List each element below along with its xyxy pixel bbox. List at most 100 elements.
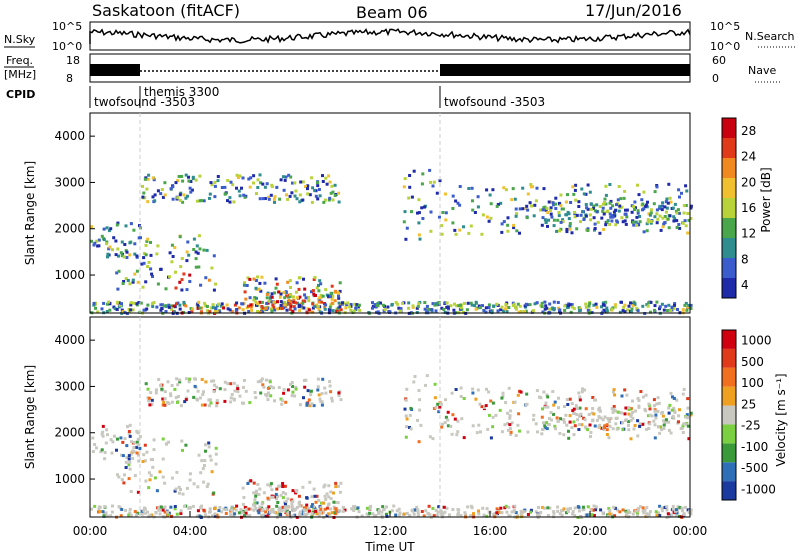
heatmap-cell xyxy=(586,308,590,312)
heatmap-cell xyxy=(99,450,103,454)
heatmap-cell xyxy=(614,422,618,426)
heatmap-cell xyxy=(135,302,139,306)
heatmap-cell xyxy=(425,374,429,378)
xtick-1: 04:00 xyxy=(173,524,208,538)
heatmap-cell xyxy=(301,485,305,489)
heatmap-cell xyxy=(618,310,622,314)
heatmap-cell xyxy=(677,514,681,518)
heatmap-cell xyxy=(655,300,659,304)
heatmap-cell xyxy=(516,302,520,306)
heatmap-cell xyxy=(613,514,617,518)
heatmap-cell xyxy=(281,482,285,485)
heatmap-cell xyxy=(203,403,207,407)
heatmap-cell xyxy=(674,509,677,513)
heatmap-cell xyxy=(606,417,610,420)
heatmap-cell xyxy=(182,300,186,304)
heatmap-cell xyxy=(174,270,177,274)
heatmap-cell xyxy=(563,308,567,312)
heatmap-cell xyxy=(609,199,613,203)
heatmap-cell xyxy=(534,422,538,426)
heatmap-cell xyxy=(131,280,135,284)
heatmap-cell xyxy=(489,399,493,403)
heatmap-cell xyxy=(544,221,548,224)
heatmap-cell xyxy=(586,428,590,432)
heatmap-cell xyxy=(665,508,669,512)
heatmap-cell xyxy=(624,208,627,212)
heatmap-cell xyxy=(198,199,202,203)
heatmap-cell xyxy=(495,204,499,208)
velocity-colorbar-swatch-7 xyxy=(722,348,736,368)
heatmap-cell xyxy=(545,393,549,397)
heatmap-cell xyxy=(520,514,524,518)
heatmap-cell xyxy=(320,400,324,404)
heatmap-cell xyxy=(247,507,251,511)
heatmap-cell xyxy=(273,195,277,199)
heatmap-cell xyxy=(625,393,629,397)
heatmap-cell xyxy=(647,402,651,406)
heatmap-cell xyxy=(552,203,556,207)
heatmap-cell xyxy=(555,229,559,233)
heatmap-cell xyxy=(661,201,665,205)
heatmap-cell xyxy=(264,306,268,310)
heatmap-cell xyxy=(186,240,190,244)
heatmap-cell xyxy=(622,196,626,200)
heatmap-cell xyxy=(528,201,532,205)
heatmap-cell xyxy=(310,290,313,294)
heatmap-cell xyxy=(177,485,181,489)
nsky-panel: N.Sky 10^5 10^0 10^5 10^0 N.Search xyxy=(4,20,795,53)
heatmap-cell xyxy=(412,512,416,516)
heatmap-cell xyxy=(315,512,319,516)
heatmap-cell xyxy=(330,184,334,188)
heatmap-cell xyxy=(244,507,248,511)
heatmap-cell xyxy=(129,513,133,517)
heatmap-cell xyxy=(302,379,306,382)
heatmap-cell xyxy=(434,309,438,313)
heatmap-cell xyxy=(261,197,265,201)
heatmap-cell xyxy=(642,207,646,211)
heatmap-cell xyxy=(284,492,288,496)
heatmap-cell xyxy=(178,380,182,384)
heatmap-cell xyxy=(208,196,211,200)
heatmap-cell xyxy=(445,301,449,305)
heatmap-cell xyxy=(202,480,206,484)
heatmap-cell xyxy=(581,210,584,214)
heatmap-cell xyxy=(687,218,691,222)
heatmap-cell xyxy=(607,436,611,440)
heatmap-cell xyxy=(571,185,575,189)
heatmap-cell xyxy=(292,298,296,302)
heatmap-cell xyxy=(495,302,499,306)
heatmap-cell xyxy=(610,307,614,311)
heatmap-cell xyxy=(141,460,145,463)
heatmap-cell xyxy=(128,282,132,286)
heatmap-cell xyxy=(115,448,118,452)
heatmap-cell xyxy=(127,430,131,433)
heatmap-cell xyxy=(270,488,274,492)
heatmap-cell xyxy=(466,505,470,509)
heatmap-cell xyxy=(598,231,602,235)
heatmap-cell xyxy=(110,451,114,455)
heatmap-cell xyxy=(592,216,596,220)
heatmap-cell xyxy=(181,179,185,183)
heatmap-cell xyxy=(265,293,269,296)
heatmap-cell xyxy=(278,197,282,201)
heatmap-cell xyxy=(199,396,202,400)
heatmap-cell xyxy=(283,506,287,510)
heatmap-cell xyxy=(100,448,104,452)
heatmap-cell xyxy=(200,459,204,463)
heatmap-cell xyxy=(407,306,410,310)
heatmap-cell xyxy=(689,204,693,208)
power-colorbar-tick-6: 4 xyxy=(741,278,749,292)
heatmap-cell xyxy=(283,484,287,488)
heatmap-cell xyxy=(408,426,411,429)
heatmap-cell xyxy=(685,413,689,417)
heatmap-cell xyxy=(390,303,394,307)
heatmap-cell xyxy=(267,299,271,303)
heatmap-cell xyxy=(170,304,174,308)
power-colorbar-tick-1: 24 xyxy=(741,150,756,164)
heatmap-cell xyxy=(689,413,693,417)
heatmap-cell xyxy=(260,308,264,312)
heatmap-cell xyxy=(485,215,489,219)
heatmap-cell xyxy=(200,403,204,407)
heatmap-cell xyxy=(133,474,137,478)
heatmap-cell xyxy=(97,238,101,242)
